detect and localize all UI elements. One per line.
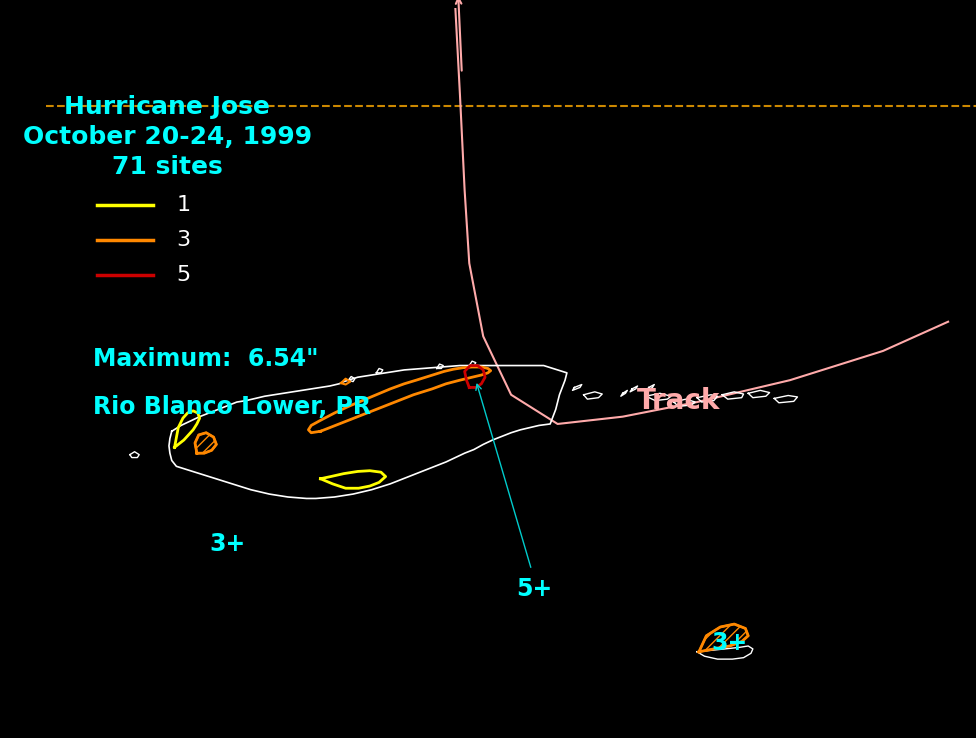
Text: Hurricane Jose
October 20-24, 1999
71 sites: Hurricane Jose October 20-24, 1999 71 si… — [22, 95, 311, 179]
Text: 1: 1 — [177, 195, 190, 215]
Text: 3: 3 — [177, 230, 190, 250]
Text: 3+: 3+ — [210, 533, 246, 556]
Text: Track: Track — [636, 387, 720, 415]
Text: Maximum:  6.54": Maximum: 6.54" — [93, 348, 318, 371]
Text: 5+: 5+ — [516, 577, 552, 601]
Text: 3+: 3+ — [712, 631, 748, 655]
Text: 5: 5 — [177, 265, 190, 285]
Text: Rio Blanco Lower, PR: Rio Blanco Lower, PR — [93, 395, 371, 418]
